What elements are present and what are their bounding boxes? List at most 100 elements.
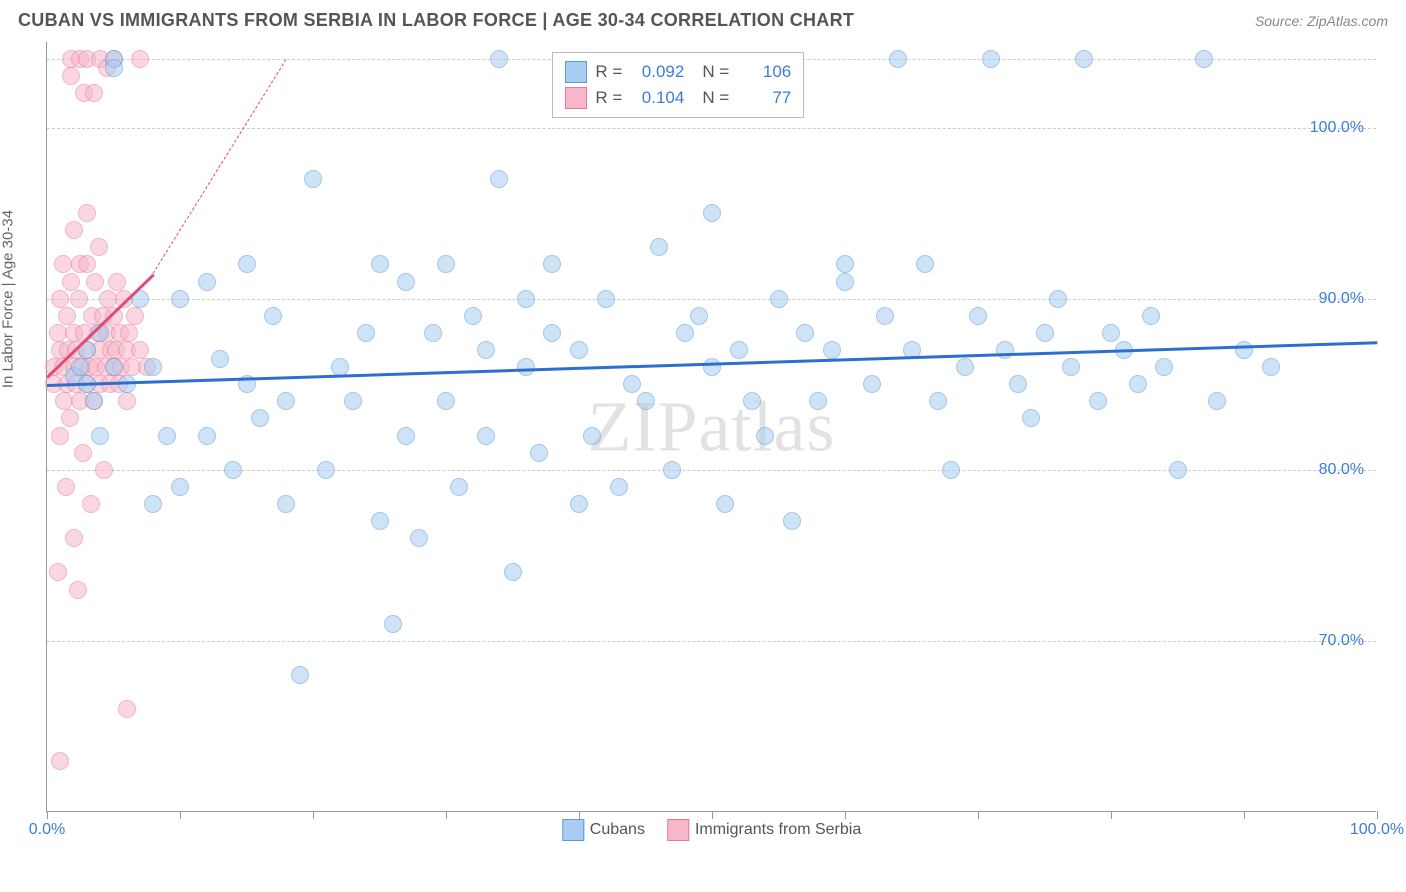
y-axis-label: In Labor Force | Age 30-34 [0,210,17,388]
scatter-point [543,324,561,342]
x-tick [47,811,48,819]
scatter-point [171,290,189,308]
scatter-point [371,255,389,273]
scatter-point [1195,50,1213,68]
r-value: 0.092 [630,62,684,82]
scatter-point [517,358,535,376]
scatter-point [317,461,335,479]
watermark: ZIPatlas [588,385,836,468]
y-tick-label: 100.0% [1310,119,1364,137]
scatter-point [357,324,375,342]
r-label: R = [595,88,622,108]
scatter-point [57,478,75,496]
scatter-point [1009,375,1027,393]
scatter-point [650,238,668,256]
scatter-point [996,341,1014,359]
scatter-point [1155,358,1173,376]
scatter-point [504,563,522,581]
scatter-point [131,341,149,359]
scatter-point [251,409,269,427]
scatter-point [54,255,72,273]
x-tick [1377,811,1378,819]
scatter-point [211,350,229,368]
x-tick [845,811,846,819]
plot-area: ZIPatlas 70.0%80.0%90.0%100.0%0.0%100.0%… [46,42,1376,812]
scatter-point [65,221,83,239]
legend-label: Immigrants from Serbia [695,821,861,839]
x-tick [978,811,979,819]
scatter-point [131,50,149,68]
stats-legend: R =0.092N =106R =0.104N =77 [552,52,804,118]
scatter-point [809,392,827,410]
scatter-point [703,204,721,222]
scatter-point [597,290,615,308]
x-tick [180,811,181,819]
scatter-point [71,358,89,376]
scatter-point [49,563,67,581]
scatter-point [1089,392,1107,410]
scatter-point [982,50,1000,68]
scatter-point [570,341,588,359]
scatter-point [397,427,415,445]
x-tick-label: 0.0% [29,821,65,839]
scatter-point [108,273,126,291]
scatter-point [836,255,854,273]
scatter-point [198,273,216,291]
scatter-point [570,495,588,513]
n-label: N = [702,62,729,82]
scatter-point [69,581,87,599]
scatter-point [410,529,428,547]
scatter-point [384,615,402,633]
y-tick-label: 80.0% [1319,461,1364,479]
scatter-point [1262,358,1280,376]
scatter-point [969,307,987,325]
scatter-point [70,290,88,308]
scatter-point [743,392,761,410]
scatter-point [703,358,721,376]
scatter-point [823,341,841,359]
scatter-point [583,427,601,445]
source-attribution: Source: ZipAtlas.com [1255,13,1388,29]
n-label: N = [702,88,729,108]
scatter-point [78,204,96,222]
stats-legend-row: R =0.092N =106 [565,59,791,85]
scatter-point [1208,392,1226,410]
scatter-point [676,324,694,342]
scatter-point [836,273,854,291]
scatter-point [120,324,138,342]
n-value: 106 [737,62,791,82]
scatter-point [91,427,109,445]
scatter-point [82,495,100,513]
scatter-point [58,307,76,325]
scatter-point [424,324,442,342]
chart-title: CUBAN VS IMMIGRANTS FROM SERBIA IN LABOR… [18,10,854,31]
scatter-point [171,478,189,496]
legend-swatch [565,87,587,109]
scatter-point [863,375,881,393]
scatter-point [65,529,83,547]
scatter-point [1022,409,1040,427]
x-tick [313,811,314,819]
scatter-point [437,255,455,273]
scatter-point [74,444,92,462]
r-value: 0.104 [630,88,684,108]
scatter-point [277,495,295,513]
x-tick [579,811,580,819]
scatter-point [796,324,814,342]
scatter-point [490,50,508,68]
scatter-point [144,358,162,376]
scatter-point [490,170,508,188]
scatter-point [876,307,894,325]
scatter-point [62,67,80,85]
scatter-point [344,392,362,410]
x-tick [712,811,713,819]
scatter-point [198,427,216,445]
scatter-point [916,255,934,273]
legend-item: Cubans [562,819,645,841]
scatter-point [1142,307,1160,325]
scatter-point [437,392,455,410]
scatter-point [277,392,295,410]
scatter-point [126,307,144,325]
legend-swatch [667,819,689,841]
scatter-point [543,255,561,273]
